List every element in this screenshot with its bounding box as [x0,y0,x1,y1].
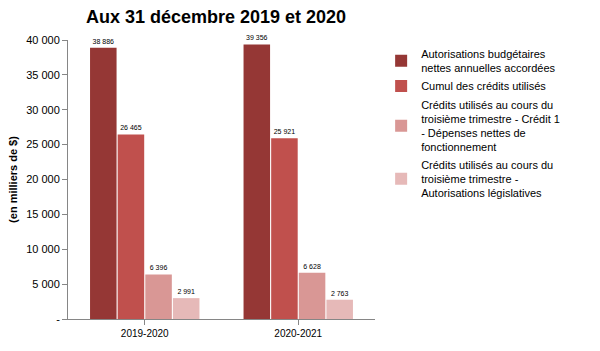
svg-text:25 921: 25 921 [274,128,296,135]
svg-text:2 991: 2 991 [177,288,195,295]
svg-text:39 356: 39 356 [246,34,268,41]
svg-text:Cumul des crédits utilisés: Cumul des crédits utilisés [421,80,546,92]
svg-text:2020-2021: 2020-2021 [274,328,322,339]
svg-text:6 628: 6 628 [303,263,321,270]
svg-text:40 000: 40 000 [26,34,60,46]
svg-text:25 000: 25 000 [26,138,60,150]
svg-text:15 000: 15 000 [26,208,60,220]
svg-text:Autorisations budgétairesnette: Autorisations budgétairesnettes annuelle… [421,48,555,74]
svg-text:2 763: 2 763 [331,290,349,297]
svg-text:6 396: 6 396 [150,264,168,271]
svg-text:20 000: 20 000 [26,173,60,185]
svg-text:38 886: 38 886 [93,38,115,45]
svg-text:Crédits utilisés au cours dutr: Crédits utilisés au cours dutroisième tr… [421,159,553,200]
svg-text:30 000: 30 000 [26,104,60,116]
svg-text:5 000: 5 000 [32,278,60,290]
svg-text:10 000: 10 000 [26,243,60,255]
svg-text:-: - [56,313,60,325]
svg-text:Aux 31 décembre 2019 et 2020: Aux 31 décembre 2019 et 2020 [86,7,346,27]
svg-text:Crédits utilisés au cours dutr: Crédits utilisés au cours dutroisième tr… [421,99,560,154]
svg-text:(en milliers de $): (en milliers de $) [7,136,19,223]
svg-text:2019-2020: 2019-2020 [121,328,169,339]
svg-text:26 465: 26 465 [120,124,142,131]
svg-text:35 000: 35 000 [26,69,60,81]
